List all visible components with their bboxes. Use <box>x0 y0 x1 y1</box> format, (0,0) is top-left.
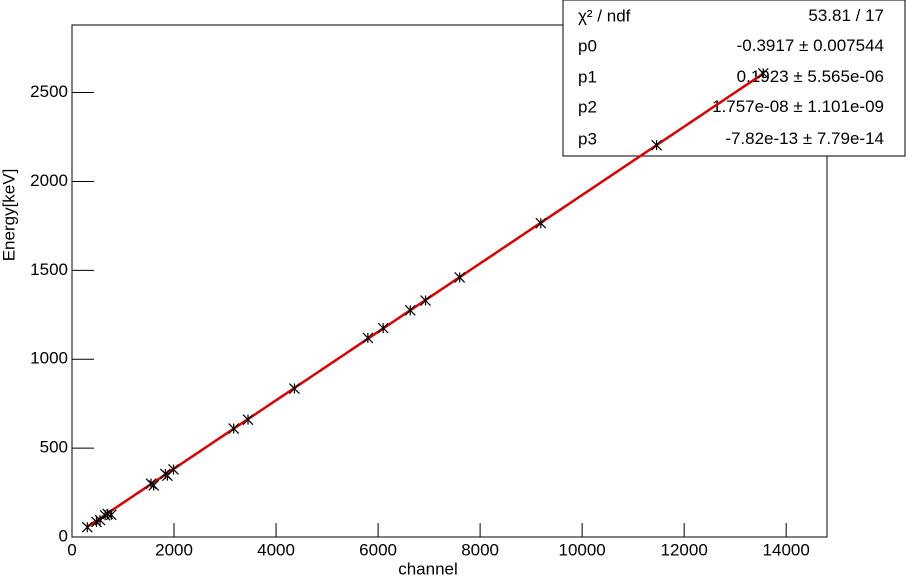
x-tick-label: 2000 <box>155 540 193 559</box>
data-point <box>404 304 416 316</box>
x-tick-label: 0 <box>67 540 76 559</box>
data-point <box>81 521 93 533</box>
y-tick-label: 1500 <box>30 260 68 279</box>
x-tick-label: 14000 <box>763 540 810 559</box>
param-name: p1 <box>578 67 597 86</box>
y-tick-label: 2000 <box>30 171 68 190</box>
y-tick-label: 0 <box>59 526 68 545</box>
error: 0.007544 <box>813 36 884 55</box>
y-tick-label: 1000 <box>30 349 68 368</box>
data-point <box>148 480 160 491</box>
pm: ± <box>789 97 808 116</box>
data-point <box>105 509 117 521</box>
value: -0.3917 <box>737 36 795 55</box>
y-tick-label: 500 <box>40 438 68 457</box>
value: -7.82e-13 <box>725 129 798 148</box>
data-point <box>757 67 769 79</box>
x-tick-label: 4000 <box>257 540 295 559</box>
data-point <box>168 464 179 475</box>
data-point <box>535 217 547 229</box>
stats-box <box>562 0 906 157</box>
chi2: 53.81 <box>808 6 851 25</box>
param-value: -0.3917 ± 0.007544 <box>737 36 884 55</box>
x-tick-label: 6000 <box>359 540 397 559</box>
data-point <box>420 295 431 306</box>
x-tick-label: 12000 <box>661 540 708 559</box>
data-point <box>242 414 254 426</box>
data-point <box>454 272 466 283</box>
param-name: p0 <box>578 36 597 55</box>
data-point <box>651 139 663 151</box>
error: 7.79e-14 <box>817 129 884 148</box>
ndf: 17 <box>865 6 884 25</box>
data-point <box>362 332 374 344</box>
param-name: p3 <box>578 129 597 148</box>
param-name: p2 <box>578 97 597 116</box>
stats-label: χ² / ndf <box>578 6 631 25</box>
y-axis-label: Energy[keV] <box>0 169 18 262</box>
x-tick-label: 10000 <box>558 540 605 559</box>
stats-value: 53.81 / 17 <box>808 6 884 25</box>
error: 1.101e-09 <box>807 97 884 116</box>
data-point <box>228 423 240 434</box>
data-point <box>288 383 300 394</box>
pm: ± <box>798 129 817 148</box>
x-tick-label: 8000 <box>461 540 499 559</box>
param-value: 1.757e-08 ± 1.101e-09 <box>712 97 884 116</box>
value: 1.757e-08 <box>712 97 789 116</box>
pm: ± <box>789 67 808 86</box>
x-axis-label: channel <box>398 559 458 578</box>
y-tick-label: 2500 <box>30 82 68 101</box>
plot-frame <box>71 24 828 538</box>
error: 5.565e-06 <box>807 67 884 86</box>
separator: / <box>851 6 865 25</box>
data-point <box>377 322 389 334</box>
param-value: -7.82e-13 ± 7.79e-14 <box>725 129 884 148</box>
pm: ± <box>794 36 813 55</box>
